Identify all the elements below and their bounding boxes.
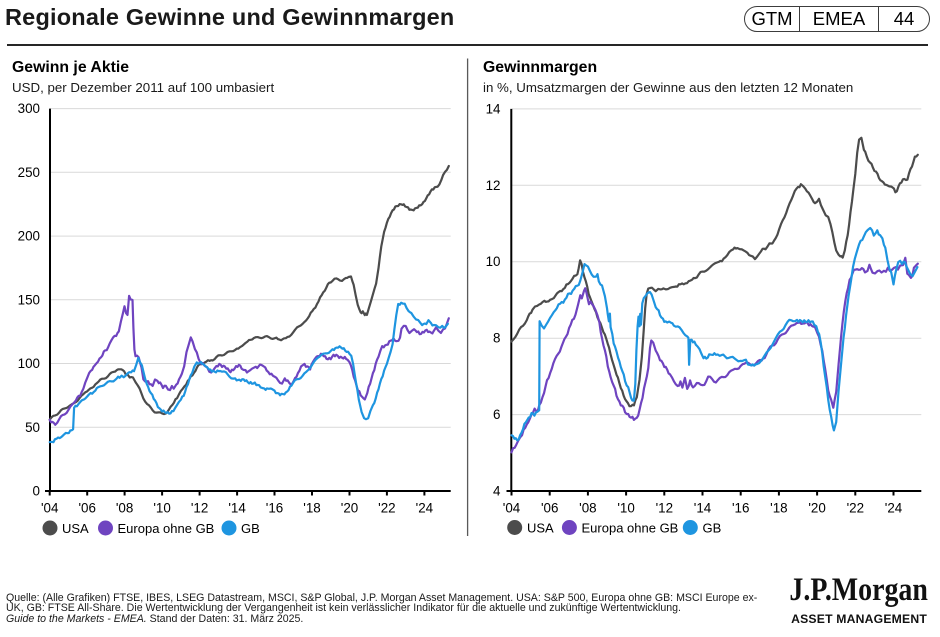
svg-text:'06: '06 — [78, 501, 95, 516]
svg-text:'04: '04 — [503, 501, 521, 516]
svg-text:300: 300 — [18, 101, 40, 116]
svg-text:'18: '18 — [303, 501, 320, 516]
svg-text:'12: '12 — [656, 501, 673, 516]
svg-text:10: 10 — [486, 254, 501, 269]
svg-text:50: 50 — [25, 420, 40, 435]
svg-text:'18: '18 — [770, 501, 787, 516]
svg-text:Europa ohne GB: Europa ohne GB — [582, 520, 679, 535]
svg-text:'14: '14 — [228, 501, 246, 516]
svg-text:'04: '04 — [41, 501, 59, 516]
svg-text:Europa ohne GB: Europa ohne GB — [118, 521, 215, 536]
svg-text:0: 0 — [33, 484, 40, 499]
svg-text:250: 250 — [18, 165, 40, 180]
svg-text:'16: '16 — [732, 501, 749, 516]
svg-text:'12: '12 — [191, 501, 208, 516]
svg-text:'06: '06 — [541, 501, 558, 516]
svg-text:8: 8 — [493, 331, 500, 346]
svg-text:'14: '14 — [694, 501, 712, 516]
svg-text:'20: '20 — [808, 501, 825, 516]
svg-text:100: 100 — [18, 356, 40, 371]
svg-text:GB: GB — [241, 521, 260, 536]
svg-text:200: 200 — [18, 229, 40, 244]
svg-text:'24: '24 — [416, 501, 434, 516]
svg-text:'08: '08 — [579, 501, 596, 516]
svg-text:GB: GB — [703, 520, 722, 535]
svg-text:12: 12 — [486, 178, 501, 193]
svg-text:'08: '08 — [116, 501, 133, 516]
svg-text:'22: '22 — [847, 501, 864, 516]
svg-text:14: 14 — [486, 101, 501, 116]
svg-text:4: 4 — [493, 484, 501, 499]
svg-text:'16: '16 — [266, 501, 283, 516]
svg-text:150: 150 — [18, 292, 40, 307]
svg-text:'22: '22 — [378, 501, 395, 516]
svg-text:6: 6 — [493, 407, 500, 422]
svg-text:'24: '24 — [885, 501, 903, 516]
svg-text:'10: '10 — [617, 501, 634, 516]
svg-text:'10: '10 — [153, 501, 170, 516]
svg-text:USA: USA — [527, 520, 554, 535]
svg-text:USA: USA — [62, 521, 89, 536]
svg-text:'20: '20 — [341, 501, 358, 516]
